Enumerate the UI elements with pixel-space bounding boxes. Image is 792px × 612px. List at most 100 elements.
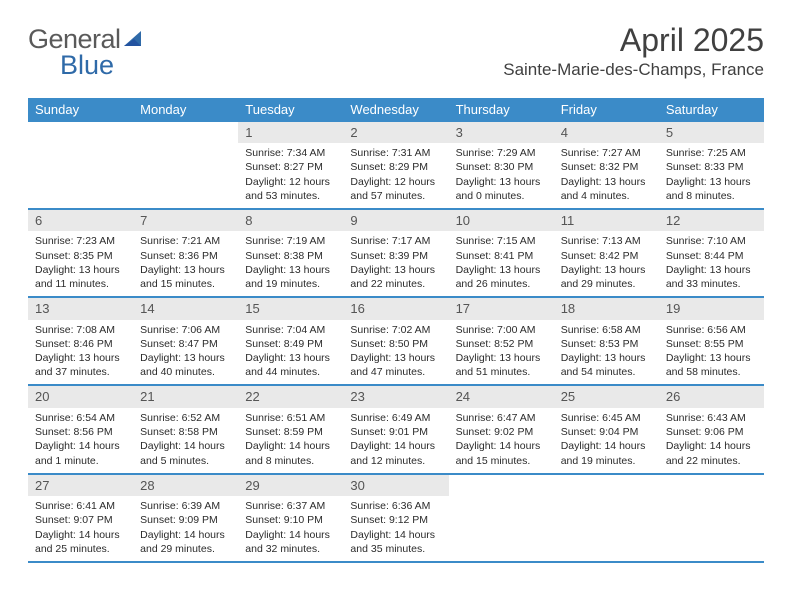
day-cell: 3Sunrise: 7:29 AMSunset: 8:30 PMDaylight… [449, 122, 554, 208]
day-number: 2 [343, 122, 448, 144]
daylight-line1: Daylight: 12 hours [350, 175, 441, 189]
daylight-line2: and 37 minutes. [35, 365, 126, 379]
day-cell: 27Sunrise: 6:41 AMSunset: 9:07 PMDayligh… [28, 475, 133, 561]
weekday-header: Wednesday [343, 98, 448, 122]
daylight-line2: and 29 minutes. [140, 542, 231, 556]
sunset-text: Sunset: 8:32 PM [561, 160, 652, 174]
day-cell [449, 475, 554, 561]
daylight-line1: Daylight: 13 hours [666, 175, 757, 189]
day-details: Sunrise: 7:10 AMSunset: 8:44 PMDaylight:… [659, 231, 764, 296]
sunset-text: Sunset: 9:06 PM [666, 425, 757, 439]
daylight-line1: Daylight: 13 hours [140, 351, 231, 365]
day-number: 1 [238, 122, 343, 144]
daylight-line1: Daylight: 13 hours [350, 263, 441, 277]
day-cell [133, 122, 238, 208]
day-details: Sunrise: 6:58 AMSunset: 8:53 PMDaylight:… [554, 320, 659, 385]
daylight-line1: Daylight: 13 hours [456, 351, 547, 365]
daylight-line2: and 57 minutes. [350, 189, 441, 203]
sunset-text: Sunset: 8:46 PM [35, 337, 126, 351]
sunset-text: Sunset: 9:10 PM [245, 513, 336, 527]
day-number: 13 [28, 298, 133, 320]
weekday-header: Monday [133, 98, 238, 122]
sunset-text: Sunset: 8:58 PM [140, 425, 231, 439]
sunrise-text: Sunrise: 6:39 AM [140, 499, 231, 513]
daylight-line2: and 25 minutes. [35, 542, 126, 556]
daylight-line2: and 33 minutes. [666, 277, 757, 291]
day-number: 19 [659, 298, 764, 320]
sunset-text: Sunset: 8:49 PM [245, 337, 336, 351]
day-details: Sunrise: 7:31 AMSunset: 8:29 PMDaylight:… [343, 143, 448, 208]
day-details: Sunrise: 6:36 AMSunset: 9:12 PMDaylight:… [343, 496, 448, 561]
sunset-text: Sunset: 8:59 PM [245, 425, 336, 439]
day-details: Sunrise: 7:17 AMSunset: 8:39 PMDaylight:… [343, 231, 448, 296]
day-details: Sunrise: 6:47 AMSunset: 9:02 PMDaylight:… [449, 408, 554, 473]
sunrise-text: Sunrise: 7:08 AM [35, 323, 126, 337]
sunrise-text: Sunrise: 7:27 AM [561, 146, 652, 160]
sunrise-text: Sunrise: 7:19 AM [245, 234, 336, 248]
sunrise-text: Sunrise: 7:34 AM [245, 146, 336, 160]
day-number: 11 [554, 210, 659, 232]
weeks-container: 1Sunrise: 7:34 AMSunset: 8:27 PMDaylight… [28, 122, 764, 563]
day-cell: 22Sunrise: 6:51 AMSunset: 8:59 PMDayligh… [238, 386, 343, 472]
day-cell: 17Sunrise: 7:00 AMSunset: 8:52 PMDayligh… [449, 298, 554, 384]
sunrise-text: Sunrise: 7:02 AM [350, 323, 441, 337]
daylight-line2: and 12 minutes. [350, 454, 441, 468]
day-cell [28, 122, 133, 208]
daylight-line2: and 22 minutes. [666, 454, 757, 468]
sunset-text: Sunset: 8:35 PM [35, 249, 126, 263]
week-row: 6 Sunrise: 7:23 AMSunset: 8:35 PM Daylight… [28, 210, 764, 298]
day-number: 10 [449, 210, 554, 232]
day-cell: 8Sunrise: 7:19 AMSunset: 8:38 PMDaylight… [238, 210, 343, 296]
weekday-header: Friday [554, 98, 659, 122]
daylight-line2: and 26 minutes. [456, 277, 547, 291]
daylight-line1: Daylight: 13 hours [561, 175, 652, 189]
day-cell: 25Sunrise: 6:45 AMSunset: 9:04 PMDayligh… [554, 386, 659, 472]
day-cell: 29Sunrise: 6:37 AMSunset: 9:10 PMDayligh… [238, 475, 343, 561]
logo-text-blue: Blue [60, 50, 114, 81]
sunrise-text: Sunrise: 6:52 AM [140, 411, 231, 425]
day-details: Sunrise: 6:41 AMSunset: 9:07 PMDaylight:… [28, 496, 133, 561]
daylight-line2: and 8 minutes. [245, 454, 336, 468]
daylight-line2: and 58 minutes. [666, 365, 757, 379]
sunrise-text: Sunrise: 7:06 AM [140, 323, 231, 337]
day-cell: 28Sunrise: 6:39 AMSunset: 9:09 PMDayligh… [133, 475, 238, 561]
sunrise-text: Sunrise: 7:23 AM [35, 234, 126, 248]
sunset-text: Sunset: 9:04 PM [561, 425, 652, 439]
day-number: 3 [449, 122, 554, 144]
day-number: 6 [28, 210, 133, 232]
day-cell: 21Sunrise: 6:52 AMSunset: 8:58 PMDayligh… [133, 386, 238, 472]
sunrise-text: Sunrise: 7:21 AM [140, 234, 231, 248]
weekday-header: Saturday [659, 98, 764, 122]
day-number: 24 [449, 386, 554, 408]
sunrise-text: Sunrise: 6:58 AM [561, 323, 652, 337]
day-cell: 12Sunrise: 7:10 AMSunset: 8:44 PMDayligh… [659, 210, 764, 296]
day-details: Sunrise: 6:52 AMSunset: 8:58 PMDaylight:… [133, 408, 238, 473]
day-cell: 10Sunrise: 7:15 AMSunset: 8:41 PMDayligh… [449, 210, 554, 296]
weekday-header: Thursday [449, 98, 554, 122]
sunset-text: Sunset: 9:09 PM [140, 513, 231, 527]
day-details: Sunrise: 7:29 AMSunset: 8:30 PMDaylight:… [449, 143, 554, 208]
day-number: 14 [133, 298, 238, 320]
day-number: 27 [28, 475, 133, 497]
daylight-line1: Daylight: 13 hours [456, 175, 547, 189]
daylight-line2: and 19 minutes. [561, 454, 652, 468]
day-details: Sunrise: 6:37 AMSunset: 9:10 PMDaylight:… [238, 496, 343, 561]
sunrise-text: Sunrise: 7:17 AM [350, 234, 441, 248]
daylight-line1: Daylight: 13 hours [140, 263, 231, 277]
daylight-line1: Daylight: 14 hours [245, 528, 336, 542]
day-details: Sunrise: 7:08 AMSunset: 8:46 PMDaylight:… [28, 320, 133, 385]
sunset-text: Sunset: 8:55 PM [666, 337, 757, 351]
daylight-line1: Daylight: 14 hours [140, 439, 231, 453]
sunrise-text: Sunrise: 7:00 AM [456, 323, 547, 337]
sunset-text: Sunset: 8:41 PM [456, 249, 547, 263]
daylight-line2: and 32 minutes. [245, 542, 336, 556]
daylight-line1: Daylight: 14 hours [35, 528, 126, 542]
sunrise-text: Sunrise: 6:56 AM [666, 323, 757, 337]
day-details: Sunrise: 7:34 AMSunset: 8:27 PMDaylight:… [238, 143, 343, 208]
day-cell: 2Sunrise: 7:31 AMSunset: 8:29 PMDaylight… [343, 122, 448, 208]
day-details: Sunrise: 7:25 AMSunset: 8:33 PMDaylight:… [659, 143, 764, 208]
day-cell: 24Sunrise: 6:47 AMSunset: 9:02 PMDayligh… [449, 386, 554, 472]
sunset-text: Sunset: 8:53 PM [561, 337, 652, 351]
daylight-line2: and 54 minutes. [561, 365, 652, 379]
daylight-line2: and 15 minutes. [140, 277, 231, 291]
